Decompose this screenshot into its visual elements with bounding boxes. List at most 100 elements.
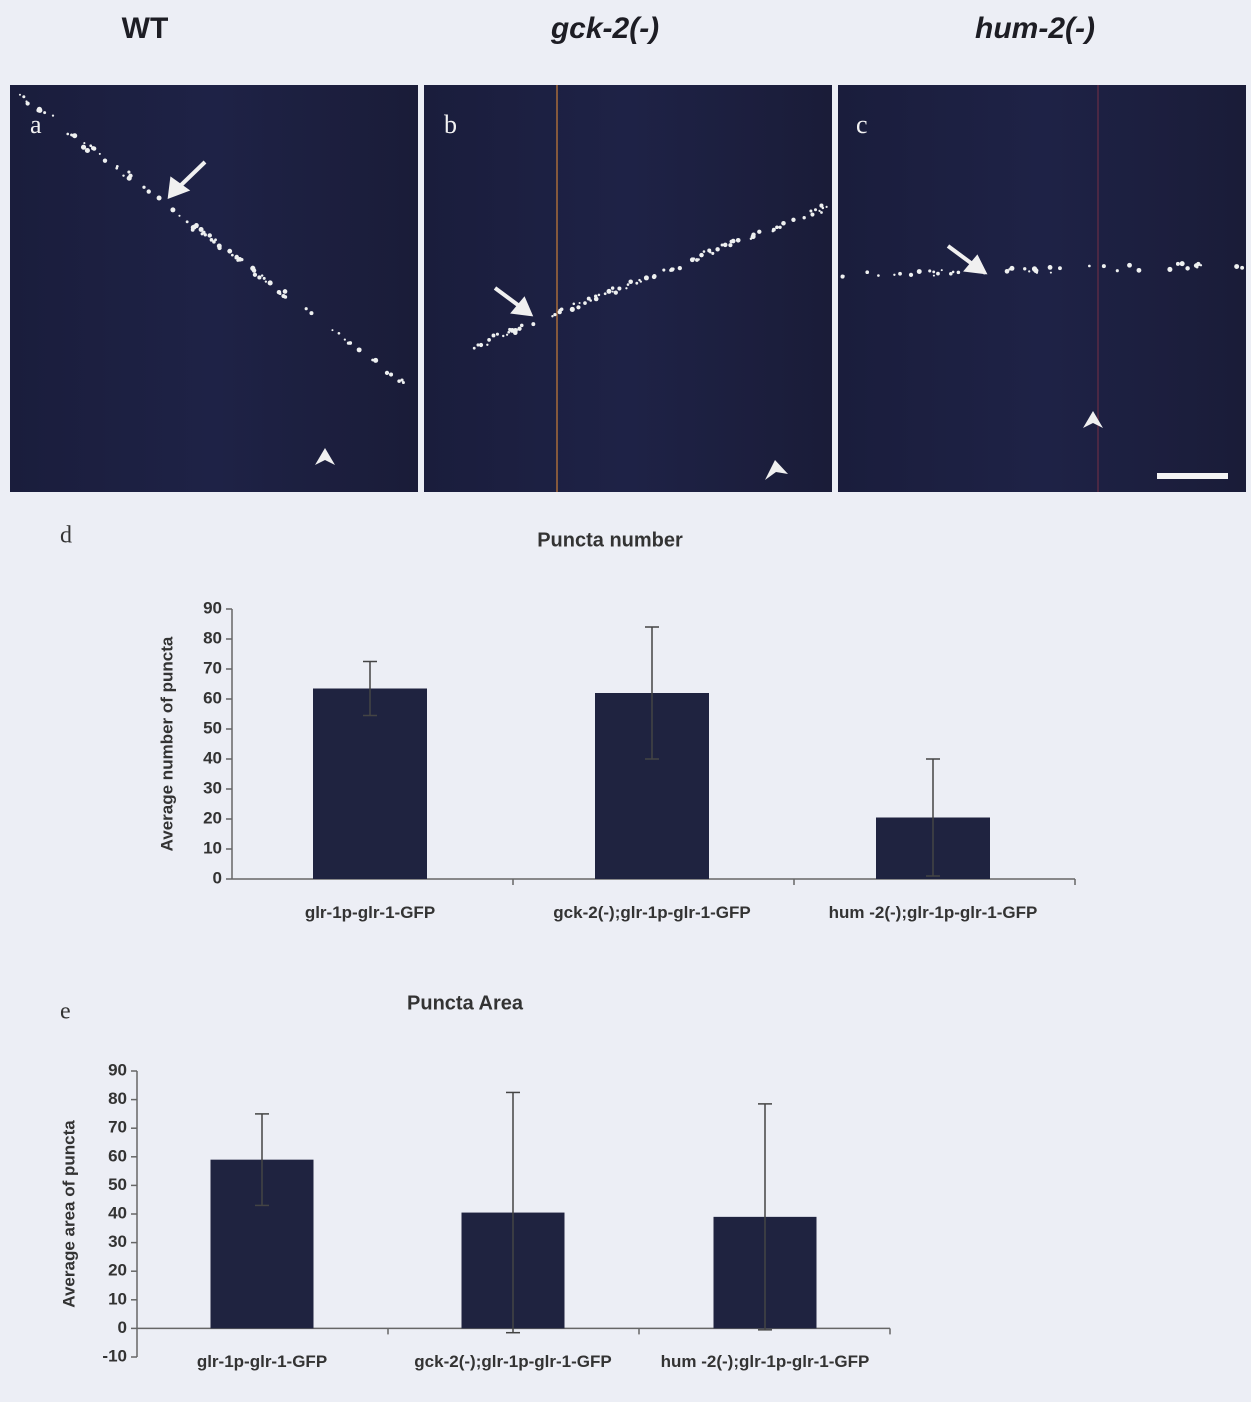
punctum: [92, 146, 96, 150]
micrograph: [424, 85, 832, 492]
punctum: [83, 142, 85, 144]
punctum: [217, 246, 221, 250]
y-tick-label: -10: [102, 1346, 127, 1365]
x-tick-label: hum -2(-);glr-1p-glr-1-GFP: [788, 902, 1078, 924]
punctum: [611, 286, 614, 289]
y-tick-label: 30: [203, 778, 222, 797]
panel-header: gck-2(-): [550, 12, 659, 45]
punctum: [843, 275, 845, 277]
punctum: [1050, 272, 1052, 274]
punctum: [1033, 268, 1038, 273]
punctum: [604, 292, 607, 295]
punctum: [1023, 267, 1026, 270]
panel-letter: b: [444, 110, 457, 139]
punctum: [709, 251, 711, 253]
punctum: [279, 292, 282, 295]
punctum: [1088, 265, 1091, 268]
punctum: [487, 338, 491, 342]
punctum: [617, 287, 621, 291]
punctum: [191, 225, 196, 230]
punctum: [261, 274, 263, 276]
punctum: [625, 287, 627, 289]
punctum: [309, 311, 313, 315]
punctum: [607, 289, 612, 294]
punctum: [204, 233, 207, 236]
y-tick-label: 80: [203, 628, 222, 647]
punctum: [772, 228, 776, 232]
punctum: [728, 243, 732, 247]
punctum: [752, 233, 755, 236]
punctum: [305, 307, 308, 310]
punctum: [612, 291, 614, 293]
punctum: [1005, 269, 1010, 274]
punctum: [791, 218, 795, 222]
punctum: [127, 170, 130, 173]
y-tick-label: 30: [108, 1232, 127, 1251]
punctum: [1102, 264, 1106, 268]
punctum: [473, 347, 476, 350]
panel-letter: a: [30, 110, 42, 139]
punctum: [781, 222, 783, 224]
punctum: [510, 328, 515, 333]
punctum: [331, 329, 333, 331]
punctum: [941, 269, 943, 271]
panel-letter: c: [856, 110, 868, 139]
punctum: [957, 271, 961, 275]
punctum: [43, 111, 46, 114]
punctum: [809, 210, 812, 213]
punctum: [558, 309, 560, 311]
punctum: [553, 313, 556, 316]
punctum: [208, 233, 212, 237]
punctum: [263, 277, 266, 280]
punctum: [19, 94, 21, 96]
punctum: [818, 210, 820, 212]
punctum: [348, 341, 352, 345]
punctum: [933, 275, 935, 277]
punctum: [1180, 261, 1185, 266]
panel-letter: d: [60, 523, 72, 549]
punctum: [122, 174, 124, 176]
punctum: [231, 254, 234, 257]
punctum: [573, 303, 576, 306]
punctum: [22, 95, 25, 98]
punctum: [402, 381, 405, 384]
punctum: [723, 243, 727, 247]
punctum: [736, 238, 741, 243]
punctum: [820, 205, 822, 207]
punctum: [1137, 268, 1142, 273]
punctum: [1058, 266, 1062, 270]
punctum: [1127, 263, 1132, 268]
punctum: [644, 275, 649, 280]
punctum: [865, 270, 869, 274]
x-tick-label: gck-2(-);glr-1p-glr-1-GFP: [393, 1351, 633, 1373]
punctum: [826, 206, 828, 208]
punctum: [268, 280, 273, 285]
y-tick-label: 90: [108, 1060, 127, 1079]
punctum: [531, 322, 535, 326]
punctum: [640, 281, 642, 283]
panel-letter: e: [60, 999, 71, 1025]
y-tick-label: 40: [203, 748, 222, 767]
y-tick-label: 70: [108, 1118, 127, 1137]
y-tick-label: 50: [203, 718, 222, 737]
punctum: [699, 253, 704, 258]
x-tick-label: gck-2(-);glr-1p-glr-1-GFP: [507, 902, 797, 924]
punctum: [652, 275, 656, 279]
punctum: [810, 212, 814, 216]
punctum: [170, 207, 175, 212]
punctum: [520, 324, 524, 328]
punctum: [775, 225, 779, 229]
punctum: [627, 283, 630, 286]
punctum: [928, 269, 931, 272]
punctum: [476, 343, 479, 346]
punctum: [81, 145, 86, 150]
y-tick-label: 10: [108, 1289, 127, 1308]
punctum: [496, 333, 499, 336]
punctum: [1196, 266, 1199, 269]
punctum: [693, 257, 696, 260]
punctum: [1048, 265, 1053, 270]
punctum: [157, 196, 162, 201]
punctum: [711, 252, 714, 255]
punctum: [587, 297, 591, 301]
figure-canvas: WT gck-2(-) hum-2(-) a b c dPuncta numbe…: [0, 0, 1251, 1402]
